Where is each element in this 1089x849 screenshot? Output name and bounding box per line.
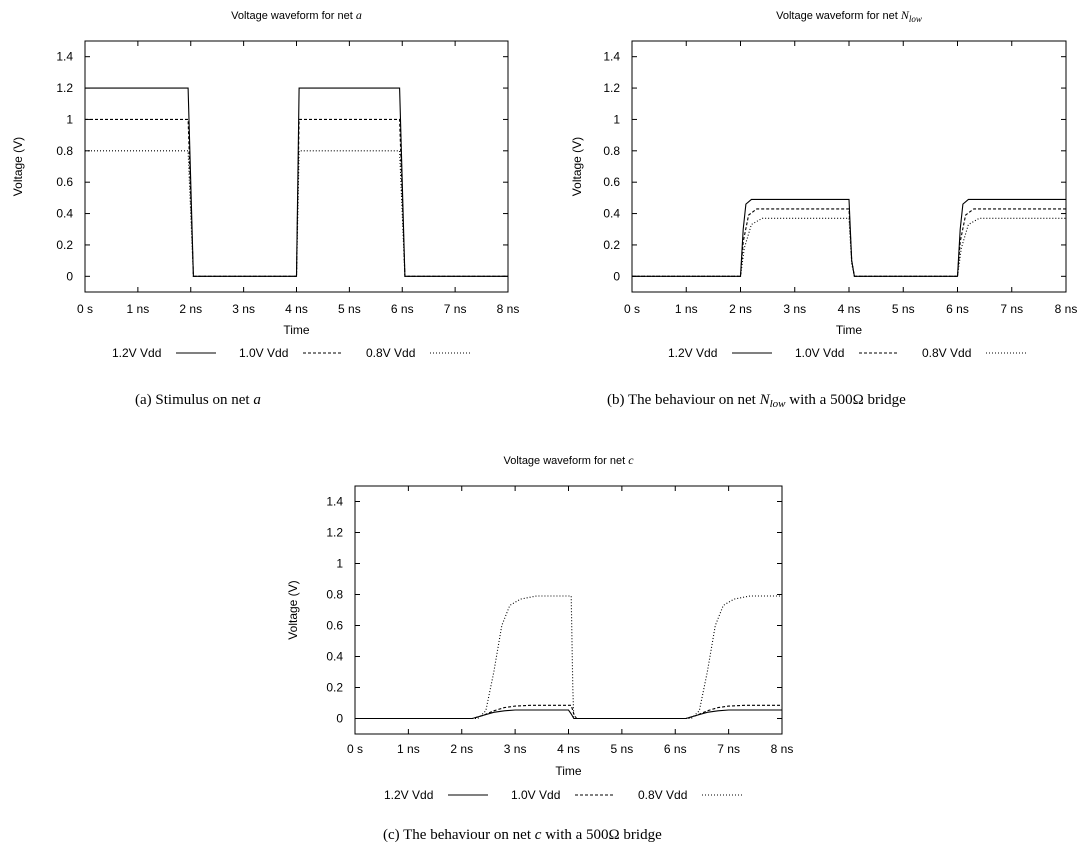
plot-frame xyxy=(354,485,783,735)
series-line-0-8v-vdd xyxy=(632,217,1066,277)
series-line-1-2v-vdd xyxy=(355,709,782,720)
y-tick-label: 0.8 xyxy=(326,588,343,602)
y-tick-label: 1 xyxy=(66,112,73,126)
x-tick-label: 1 ns xyxy=(397,742,420,756)
legend-label: 0.8V Vdd xyxy=(366,346,415,360)
figure-caption: (a) Stimulus on net a xyxy=(135,392,261,408)
x-tick-label: 0 s xyxy=(347,742,363,756)
x-tick-label: 7 ns xyxy=(717,742,740,756)
legend-label: 0.8V Vdd xyxy=(922,346,971,360)
y-tick-label: 1.2 xyxy=(326,526,343,540)
legend-label: 0.8V Vdd xyxy=(638,788,687,802)
y-tick-label: 0.6 xyxy=(603,175,620,189)
x-tick-label: 0 s xyxy=(624,302,640,316)
x-tick-label: 3 ns xyxy=(232,302,255,316)
y-tick-label: 0.4 xyxy=(326,650,343,664)
legend-label: 1.2V Vdd xyxy=(384,788,433,802)
y-tick-label: 1.2 xyxy=(603,81,620,95)
y-tick-label: 1.4 xyxy=(56,50,73,64)
x-axis-label: Time xyxy=(283,323,310,337)
x-tick-label: 8 ns xyxy=(497,302,520,316)
x-tick-label: 4 ns xyxy=(557,742,580,756)
x-tick-label: 0 s xyxy=(77,302,93,316)
chart-panel-3: Voltage waveform for net c 0 0.2 0.4 0.6 0.8 1… xyxy=(286,453,793,843)
x-tick-label: 4 ns xyxy=(838,302,861,316)
y-tick-label: 0.6 xyxy=(326,619,343,633)
y-tick-label: 0.8 xyxy=(56,144,73,158)
chart-panel-2: Voltage waveform for net Nlow 0 0.2 0.4 0.6 0… xyxy=(570,8,1077,410)
y-tick-label: 0.2 xyxy=(56,238,73,252)
legend-label: 1.0V Vdd xyxy=(795,346,844,360)
figure-caption: (c) The behaviour on net c with a 500Ω b… xyxy=(383,827,662,843)
y-tick-label: 1 xyxy=(336,557,343,571)
y-tick-label: 0.6 xyxy=(56,175,73,189)
legend-label: 1.2V Vdd xyxy=(668,346,717,360)
y-tick-label: 0 xyxy=(613,269,620,283)
x-tick-label: 2 ns xyxy=(179,302,202,316)
x-tick-label: 5 ns xyxy=(338,302,361,316)
x-tick-label: 3 ns xyxy=(783,302,806,316)
y-tick-label: 0 xyxy=(336,712,343,726)
x-tick-label: 2 ns xyxy=(729,302,752,316)
chart-panel-1: Voltage waveform for net a 0 0.2 0.4 0.6 0.8 1… xyxy=(11,8,519,408)
series-line-0-8v-vdd xyxy=(355,595,782,720)
x-tick-label: 6 ns xyxy=(664,742,687,756)
legend-label: 1.0V Vdd xyxy=(511,788,560,802)
y-tick-label: 1.4 xyxy=(603,50,620,64)
x-tick-label: 1 ns xyxy=(127,302,150,316)
legend-label: 1.2V Vdd xyxy=(112,346,161,360)
x-axis-label: Time xyxy=(836,323,863,337)
x-axis-label: Time xyxy=(555,764,582,778)
plot-frame xyxy=(631,40,1067,293)
chart-title: Voltage waveform for net c xyxy=(503,453,634,467)
x-tick-label: 7 ns xyxy=(444,302,467,316)
x-tick-label: 5 ns xyxy=(892,302,915,316)
y-tick-label: 0.4 xyxy=(603,207,620,221)
y-tick-label: 0.8 xyxy=(603,144,620,158)
y-axis-label: Voltage (V) xyxy=(11,137,25,196)
x-tick-label: 6 ns xyxy=(391,302,414,316)
y-tick-label: 0.2 xyxy=(326,681,343,695)
y-axis-label: Voltage (V) xyxy=(570,137,584,196)
y-tick-label: 1.2 xyxy=(56,81,73,95)
chart-title: Voltage waveform for net a xyxy=(231,8,362,22)
x-tick-label: 2 ns xyxy=(450,742,473,756)
series-line-1-0v-vdd xyxy=(355,704,782,720)
x-tick-label: 1 ns xyxy=(675,302,698,316)
y-axis-label: Voltage (V) xyxy=(286,580,300,639)
series-line-1-0v-vdd xyxy=(632,208,1066,277)
series-line-1-2v-vdd xyxy=(632,198,1066,277)
x-tick-label: 7 ns xyxy=(1000,302,1023,316)
series-line-1-0v-vdd xyxy=(85,118,508,277)
legend-label: 1.0V Vdd xyxy=(239,346,288,360)
x-tick-label: 8 ns xyxy=(1055,302,1078,316)
y-tick-label: 1 xyxy=(613,112,620,126)
y-tick-label: 1.4 xyxy=(326,495,343,509)
y-tick-label: 0 xyxy=(66,269,73,283)
chart-title: Voltage waveform for net Nlow xyxy=(776,8,922,24)
y-tick-label: 0.4 xyxy=(56,207,73,221)
x-tick-label: 4 ns xyxy=(285,302,308,316)
x-tick-label: 3 ns xyxy=(504,742,527,756)
x-tick-label: 5 ns xyxy=(611,742,634,756)
y-tick-label: 0.2 xyxy=(603,238,620,252)
figure-caption: (b) The behaviour on net Nlow with a 500… xyxy=(607,392,906,410)
x-tick-label: 6 ns xyxy=(946,302,969,316)
x-tick-label: 8 ns xyxy=(771,742,794,756)
